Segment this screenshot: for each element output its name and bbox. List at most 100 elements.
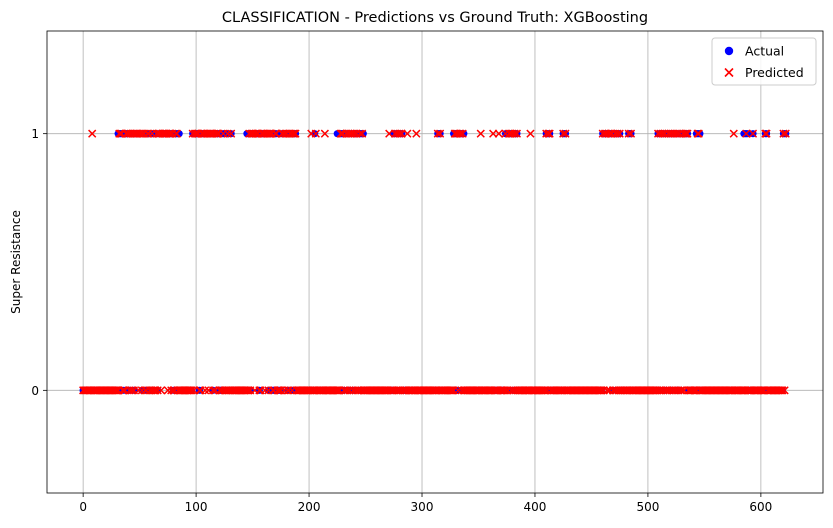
predicted-point	[778, 386, 787, 395]
predicted-point	[446, 386, 455, 395]
predicted-point	[332, 386, 341, 395]
predicted-point	[476, 129, 485, 138]
plot-frame	[46, 30, 824, 494]
predicted-point	[156, 386, 166, 395]
predicted-point	[561, 129, 570, 138]
legend: Actual Predicted	[711, 37, 817, 86]
legend-label-actual: Actual	[745, 44, 784, 59]
predicted-point	[242, 386, 252, 395]
predicted-point	[243, 386, 253, 395]
predicted-point	[694, 129, 703, 138]
predicted-point	[780, 386, 789, 395]
predicted-point	[688, 386, 698, 395]
chart-title: CLASSIFICATION - Predictions vs Ground T…	[222, 10, 648, 26]
x-tick-label: 300	[411, 500, 434, 514]
predicted-point	[167, 386, 176, 395]
predicted-point	[260, 386, 270, 395]
predicted-point	[447, 386, 456, 395]
predicted-point	[136, 129, 145, 138]
predicted-point	[134, 386, 143, 395]
predicted-point	[748, 129, 758, 138]
x-tick-label: 0	[79, 500, 87, 514]
predicted-point	[144, 129, 153, 138]
predicted-point	[276, 386, 285, 395]
legend-marker-predicted	[724, 67, 734, 78]
predicted-point	[289, 129, 298, 138]
y-tick-label: 0	[31, 384, 39, 398]
x-tick-label: 600	[749, 500, 772, 514]
predicted-point	[284, 386, 293, 395]
predicted-point	[358, 129, 367, 138]
predicted-point	[291, 129, 300, 138]
predicted-point	[494, 129, 503, 138]
predicted-point	[118, 386, 127, 395]
predicted-point	[355, 129, 365, 138]
predicted-point	[544, 129, 553, 138]
predicted-point	[320, 129, 329, 138]
predicted-point	[110, 386, 119, 395]
predicted-point	[683, 129, 692, 138]
predicted-point	[455, 129, 464, 138]
predicted-point	[273, 386, 282, 395]
predicted-point	[693, 129, 702, 138]
predicted-point	[164, 129, 174, 138]
predicted-point	[208, 386, 218, 395]
predicted-point	[212, 129, 221, 138]
predicted-point	[395, 129, 404, 138]
predicted-point	[542, 129, 551, 138]
predicted-point	[278, 129, 288, 138]
predicted-point	[433, 129, 442, 138]
predicted-point	[681, 129, 690, 138]
predicted-point	[456, 129, 465, 138]
predicted-point	[311, 129, 320, 138]
predicted-point	[186, 386, 195, 395]
predicted-point	[613, 129, 622, 138]
predicted-point	[226, 129, 236, 138]
predicted-point	[333, 386, 342, 395]
legend-box	[711, 37, 817, 86]
predicted-point	[756, 386, 766, 395]
x-tick-label: 200	[298, 500, 321, 514]
predicted-point	[171, 129, 180, 138]
legend-label-predicted: Predicted	[745, 65, 804, 80]
predicted-point	[435, 129, 445, 138]
predicted-point	[676, 386, 685, 395]
predicted-point	[779, 129, 788, 138]
predicted-point	[762, 129, 771, 138]
actual-point	[696, 130, 704, 138]
predicted-point	[290, 129, 299, 138]
predicted-point	[604, 129, 613, 138]
x-tick-label: 500	[636, 500, 659, 514]
predicted-point	[539, 386, 549, 395]
predicted-point	[781, 129, 790, 138]
predicted-point	[777, 386, 786, 395]
predicted-point	[187, 386, 196, 395]
predicted-point	[500, 386, 509, 395]
legend-marker-actual	[724, 46, 734, 56]
predicted-point	[545, 129, 554, 138]
series-predicted	[79, 129, 790, 395]
predicted-point	[271, 129, 280, 138]
predicted-point	[510, 129, 519, 138]
predicted-point	[115, 129, 124, 138]
predicted-point	[761, 129, 770, 138]
predicted-point	[615, 129, 624, 138]
actual-point	[743, 130, 751, 138]
y-axis-label: Super Resistance	[9, 210, 23, 314]
predicted-point	[88, 129, 97, 138]
axes: 0 100 200 300 400 500 600 0 1	[31, 127, 772, 514]
data-points	[79, 129, 790, 395]
predicted-point	[559, 129, 568, 138]
predicted-point	[626, 129, 636, 138]
predicted-point	[403, 129, 412, 138]
predicted-point	[729, 129, 738, 138]
x-tick-label: 400	[524, 500, 547, 514]
predicted-point	[150, 386, 159, 395]
y-tick-label: 1	[31, 127, 39, 141]
predicted-point	[742, 129, 751, 138]
predicted-point	[458, 129, 467, 138]
predicted-point	[682, 129, 691, 138]
predicted-point	[624, 129, 633, 138]
